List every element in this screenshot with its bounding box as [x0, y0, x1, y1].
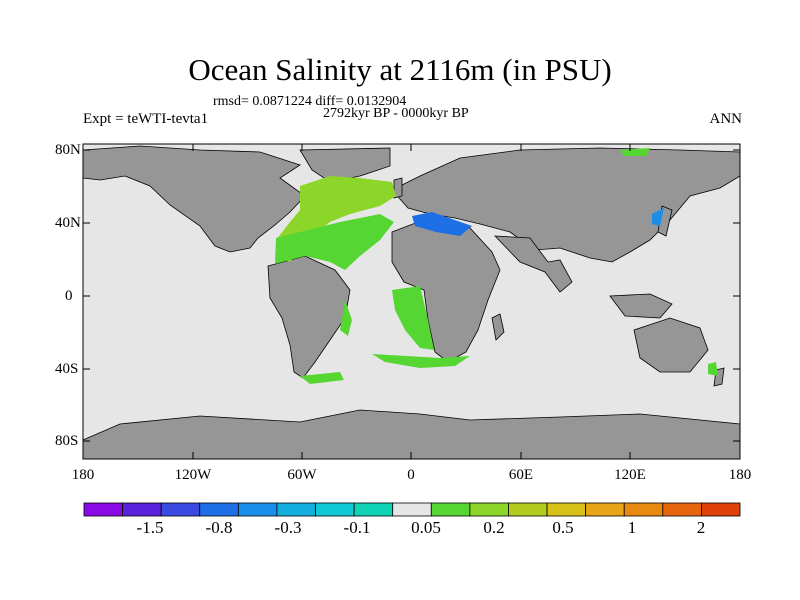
colorbar-swatch: [353, 502, 394, 517]
australia: [633, 317, 709, 373]
colorbar-swatch: [546, 502, 587, 517]
south-asia: [494, 235, 573, 293]
eurasia: [391, 147, 741, 263]
colorbar-swatch: [430, 502, 471, 517]
colorbar-swatch: [508, 502, 548, 517]
cape-basin-anomaly: [372, 354, 470, 368]
maritime-continent: [609, 293, 673, 319]
colorbar-swatch: [585, 502, 625, 517]
experiment-label: Expt = teWTI-tevta1: [83, 111, 209, 127]
south-america: [267, 255, 351, 379]
x-tick-label: 180: [728, 467, 752, 483]
x-tick-label: 60E: [508, 467, 534, 483]
tasman-anomaly: [708, 362, 718, 376]
colorbar-swatch: [199, 502, 239, 517]
land-masses: [82, 145, 741, 460]
colorbar-label: 1: [627, 518, 637, 537]
greenland: [299, 147, 391, 183]
colorbar-label: -0.8: [205, 518, 233, 537]
x-tick-label: 120E: [614, 467, 646, 483]
y-tick-label: 40N: [55, 215, 81, 231]
colorbar-swatch: [469, 502, 509, 517]
x-tick-label: 60W: [287, 467, 317, 483]
colorbar-swatch: [392, 502, 432, 517]
y-axis-ticks: [83, 144, 740, 459]
colorbar-swatch: [160, 502, 201, 517]
colorbar-label: -0.1: [343, 518, 371, 537]
x-tick-label: 0: [407, 467, 415, 483]
colorbar-swatch: [662, 502, 702, 517]
y-tick-label: 80N: [55, 142, 81, 158]
arctic-anomaly: [620, 148, 650, 156]
y-tick-label: 80S: [55, 433, 79, 449]
colorbar-label: 0.05: [411, 518, 441, 537]
brazil-margin-anomaly: [340, 300, 352, 336]
subtropical-atlantic-anomaly: [275, 214, 394, 270]
period-label: 2792kyr BP - 0000kyr BP: [323, 106, 469, 121]
plot-title: Ocean Salinity at 2116m (in PSU): [188, 52, 612, 87]
colorbar-swatch: [83, 502, 123, 517]
argentine-basin-anomaly: [300, 372, 344, 384]
colorbar-swatch: [623, 502, 664, 517]
colorbar-swatch: [315, 502, 355, 517]
colorbar-label: 2: [696, 518, 706, 537]
colorbar-label: -0.3: [274, 518, 302, 537]
colorbar-label: -1.5: [136, 518, 164, 537]
salinity-anomalies: [275, 148, 718, 384]
colorbar-label: 0.5: [552, 518, 574, 537]
north-america: [82, 145, 306, 253]
y-tick-label: 0: [65, 288, 73, 304]
sea-of-japan-anomaly: [652, 208, 664, 226]
colorbar-swatch: [701, 502, 741, 517]
colorbar-swatch: [276, 502, 316, 517]
season-label: ANN: [709, 111, 743, 127]
madagascar: [491, 313, 505, 341]
x-tick-label: 120W: [174, 467, 212, 483]
y-tick-label: 40S: [55, 361, 79, 377]
colorbar-label: 0.2: [483, 518, 505, 537]
mediterranean-anomaly: [412, 212, 472, 236]
x-tick-label: 180: [71, 467, 95, 483]
statistics-label: rmsd= 0.0871224 diff= 0.0132904: [213, 94, 407, 109]
colorbar-swatch: [122, 502, 162, 517]
colorbar: [83, 502, 741, 517]
angola-basin-anomaly: [392, 286, 434, 350]
colorbar-swatch: [237, 502, 278, 517]
